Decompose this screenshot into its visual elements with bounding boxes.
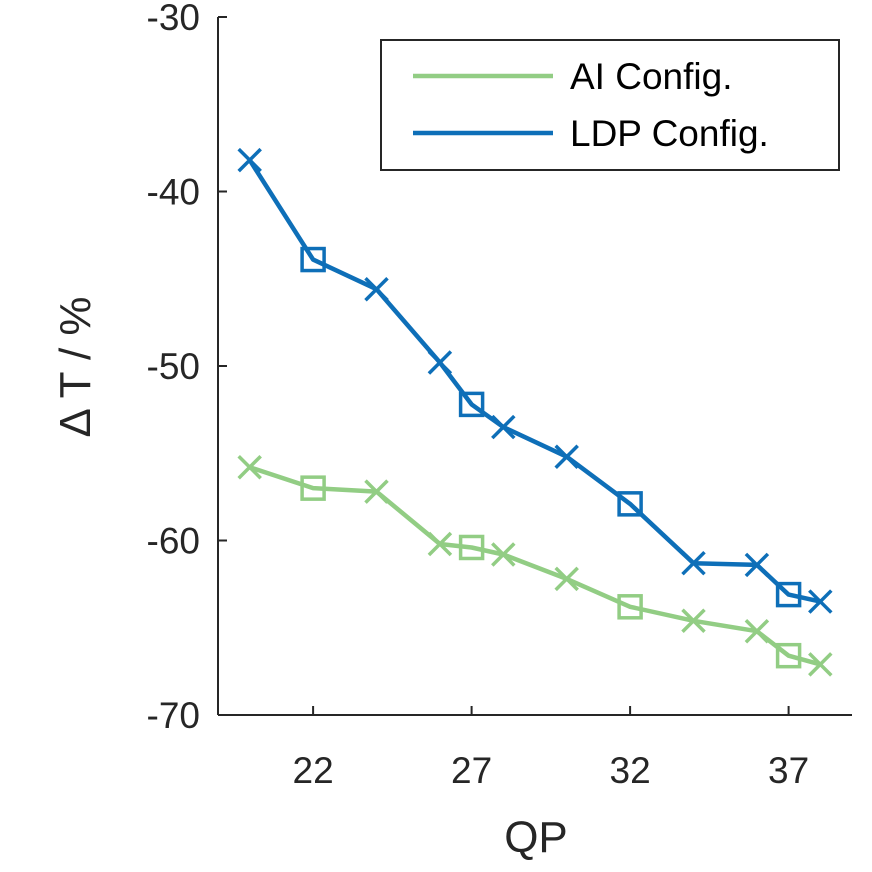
data-point — [458, 391, 485, 418]
x-tick-label: 32 — [610, 750, 651, 791]
data-point — [554, 566, 579, 592]
x-axis-title: QP — [504, 813, 568, 862]
legend: AI Config. LDP Config. — [380, 39, 840, 171]
data-point — [491, 414, 516, 440]
data-point — [775, 642, 802, 669]
data-point — [775, 581, 802, 608]
data-point — [364, 479, 389, 504]
y-tick-label: -40 — [147, 172, 200, 213]
data-point — [237, 454, 262, 480]
y-tick-label: -50 — [147, 346, 200, 387]
data-point — [491, 542, 516, 567]
data-point — [681, 550, 706, 576]
data-point — [808, 652, 833, 677]
x-tick-label: 22 — [293, 750, 334, 791]
axes: -70 -60 -50 -40 -30 22 27 32 37 — [147, 0, 852, 791]
y-axis-title: Δ T / % — [51, 296, 100, 437]
data-point — [300, 475, 326, 501]
legend-label-ai: AI Config. — [570, 56, 732, 97]
y-tick-label: -70 — [147, 695, 200, 736]
y-tick-label: -60 — [147, 521, 200, 562]
series-line — [247, 158, 821, 604]
data-point — [364, 276, 389, 302]
x-tick-label: 27 — [451, 750, 492, 791]
data-point — [744, 619, 770, 644]
data-point — [554, 444, 579, 469]
series-ai — [237, 454, 833, 677]
legend-box — [380, 39, 840, 171]
data-point — [458, 534, 485, 561]
data-point — [617, 491, 643, 517]
data-point — [744, 552, 770, 578]
data-point — [237, 147, 262, 173]
data-point — [617, 594, 643, 620]
data-point — [808, 589, 833, 614]
data-point — [427, 531, 453, 557]
data-point — [681, 608, 706, 634]
y-tick-label: -30 — [147, 0, 200, 38]
data-point — [300, 246, 326, 273]
x-tick-label: 37 — [768, 750, 809, 791]
data-point — [427, 350, 453, 375]
series-layer — [237, 147, 833, 677]
legend-label-ldp: LDP Config. — [570, 113, 769, 154]
series-ldp — [237, 147, 833, 614]
